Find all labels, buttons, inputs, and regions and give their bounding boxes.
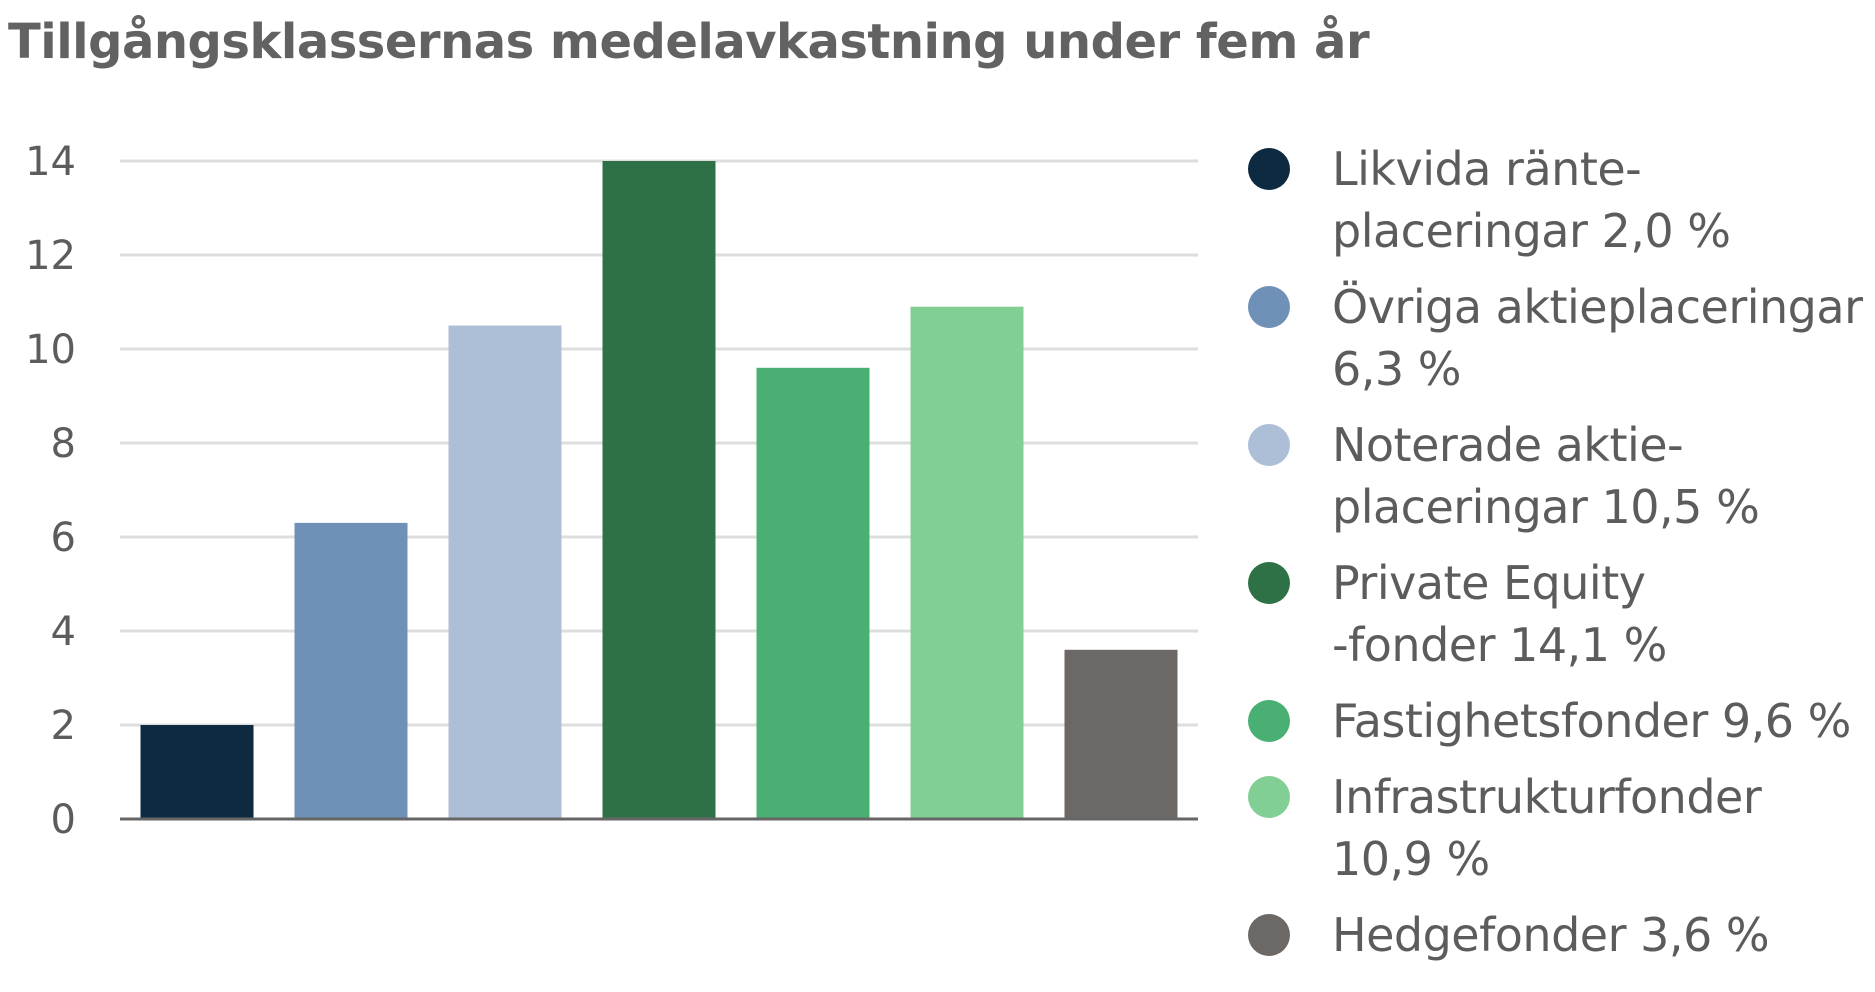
bar (140, 725, 254, 819)
y-tick-label: 2 (51, 703, 76, 749)
legend: Likvida ränte- placeringar 2,0 % Övriga a… (1248, 138, 1863, 980)
chart-title: Tillgångsklassernas medelavkastning unde… (8, 14, 1370, 70)
y-tick-label: 0 (51, 797, 76, 843)
legend-label: Övriga aktieplaceringar 6,3 % (1332, 280, 1863, 396)
legend-label: Fastighetsfonder 9,6 % (1332, 694, 1851, 748)
legend-swatch-icon (1248, 914, 1290, 956)
y-tick-label: 12 (25, 233, 76, 279)
bars (140, 161, 1178, 819)
legend-label: Likvida ränte- placeringar 2,0 % (1332, 142, 1731, 258)
legend-swatch-icon (1248, 776, 1290, 818)
legend-swatch-icon (1248, 562, 1290, 604)
bar (294, 522, 408, 819)
y-tick-label: 4 (51, 609, 76, 655)
y-tick-label: 10 (25, 327, 76, 373)
bar (448, 325, 562, 819)
legend-item: Noterade aktie- placeringar 10,5 % (1248, 414, 1862, 538)
legend-swatch-icon (1248, 286, 1290, 328)
bar (756, 367, 870, 819)
legend-label: Noterade aktie- placeringar 10,5 % (1332, 418, 1760, 534)
legend-item: Private Equity -fonder 14,1 % (1248, 552, 1862, 676)
bar (1064, 649, 1178, 819)
legend-swatch-icon (1248, 424, 1290, 466)
legend-item: Hedgefonder 3,6 % (1248, 904, 1862, 966)
bar (602, 161, 716, 819)
legend-item: Likvida ränte- placeringar 2,0 % (1248, 138, 1862, 262)
y-tick-label: 8 (51, 421, 76, 467)
legend-swatch-icon (1248, 148, 1290, 190)
y-axis-ticks: 0 2 4 6 8 10 12 14 (25, 139, 76, 843)
bar (910, 306, 1024, 819)
y-tick-label: 14 (25, 139, 76, 185)
legend-label: Hedgefonder 3,6 % (1332, 908, 1770, 962)
legend-item: Infrastrukturfonder 10,9 % (1248, 766, 1862, 890)
y-tick-label: 6 (51, 515, 76, 561)
bar-chart: 0 2 4 6 8 10 12 14 (25, 139, 1198, 843)
legend-item: Fastighetsfonder 9,6 % (1248, 690, 1862, 752)
legend-swatch-icon (1248, 700, 1290, 742)
legend-item: Övriga aktieplaceringar 6,3 % (1248, 276, 1863, 400)
legend-label: Private Equity -fonder 14,1 % (1332, 556, 1667, 672)
legend-label: Infrastrukturfonder 10,9 % (1332, 770, 1762, 886)
